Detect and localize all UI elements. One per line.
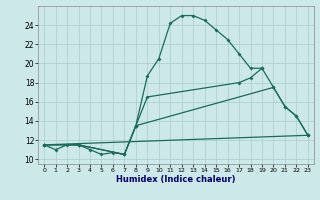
X-axis label: Humidex (Indice chaleur): Humidex (Indice chaleur)	[116, 175, 236, 184]
